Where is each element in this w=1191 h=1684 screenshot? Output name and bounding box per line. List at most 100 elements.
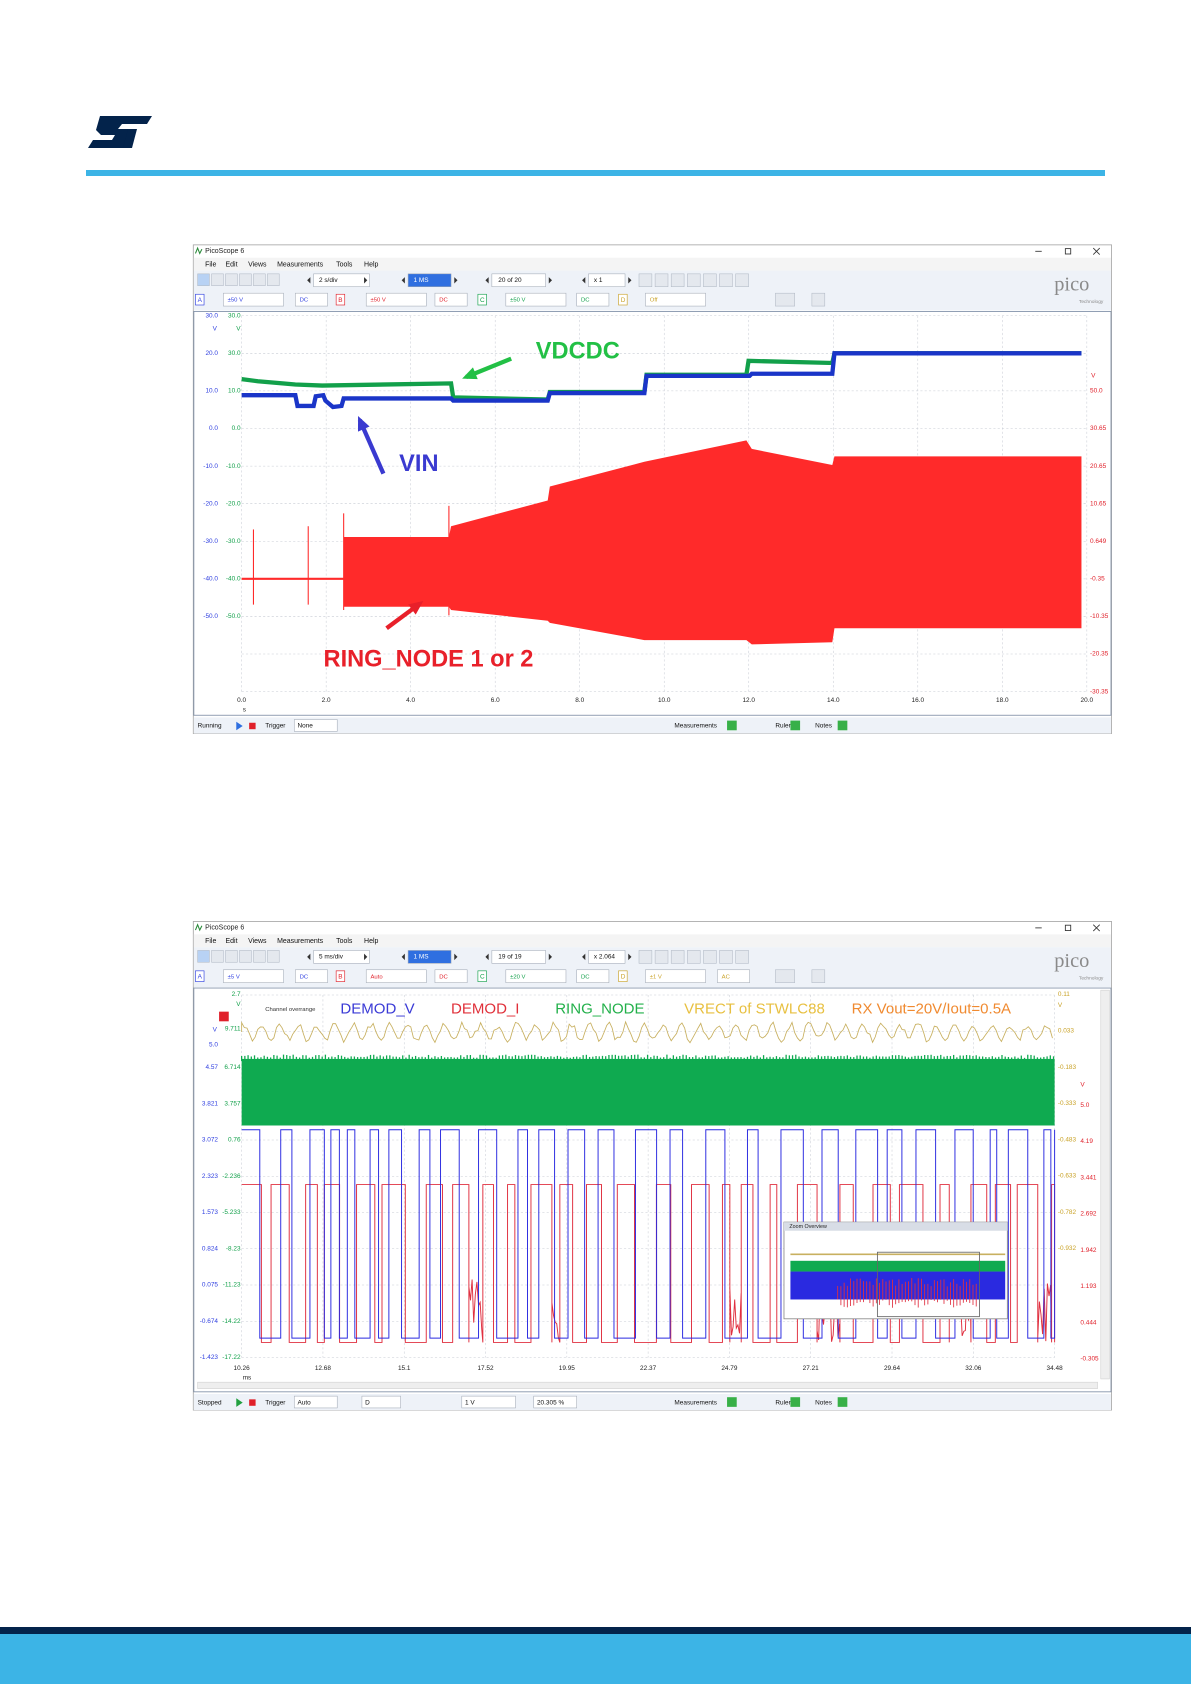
y-tick-label: -30.0 [226,538,241,545]
step-button [454,277,458,284]
step-button [485,277,489,284]
screenshot: PicoScope 6 File Edit Views Measurements Tool… [192,244,1112,734]
tool-button [253,273,266,286]
arrow-ring-node-head [408,600,424,615]
annotation-ring-node: RING_NODE 1 or 2 [324,647,534,673]
measurements-label: Measurements [674,1399,717,1406]
legend-overrange: Channel overrange [265,1007,316,1013]
dropdown [293,719,338,732]
channel-range: Auto [371,974,384,980]
trace-demod-i [241,1184,1056,1343]
step-button [307,277,311,284]
trigger-label: Trigger [265,1399,286,1406]
run-button [236,1398,243,1407]
status-button [727,1397,737,1407]
y-tick-label: 0.0 [232,425,241,432]
brand-name: pico [1054,273,1089,295]
zoom-overview-titlebar [783,1222,1008,1231]
y-tick-label: -5.233 [222,1209,241,1216]
y-tick-label: 0.075 [202,1282,219,1289]
step-button [307,953,311,961]
timebase: 5 ms/div [319,954,344,961]
tool-button [239,273,252,286]
window-title: PicoScope 6 [205,248,244,255]
tool-button [638,273,653,288]
x-tick-label: 29.64 [884,1365,901,1372]
y-tick-label: -14.22 [222,1318,241,1325]
y-tick-label: -20.35 [1090,651,1109,658]
y-unit: V [1091,373,1096,380]
dropdown [313,273,370,288]
y-header-label: 2.7 [232,991,241,998]
y-tick-label: -0.674 [200,1318,219,1325]
dropdown [505,292,567,307]
y-tick-label: 0.649 [1090,538,1107,545]
tool-button [670,273,685,288]
sample-count: 1 MS [413,277,428,284]
y-unit: V [1080,1081,1085,1088]
window-title: PicoScope 6 [205,925,244,932]
tool-button [211,950,224,963]
dropdown [313,950,370,964]
menu-item: Edit [226,262,238,269]
y-unit: V [236,1001,241,1008]
trace-ring-node [241,1058,1055,1126]
stop-button [249,1399,256,1406]
step-button [548,277,553,284]
channel-badge [195,970,205,982]
channel-name: C [480,973,485,980]
run-state: Running [198,723,222,730]
tool-button [211,273,224,286]
channel-range: ±50 V [510,298,525,304]
y-tick-label: 30.0 [228,350,241,357]
y-tick-label: -0.782 [1058,1209,1077,1216]
restore-button [1064,248,1072,255]
pre-trigger: 20.305 % [537,1399,564,1406]
tool-button [225,950,238,963]
menu-item: Views [248,262,267,269]
tool-button [225,273,238,286]
trigger-label: Trigger [265,723,286,730]
notes-label: Notes [815,1399,832,1406]
x-tick-label: 8.0 [575,697,584,704]
trigger-level: 1 V [465,1399,475,1406]
y-tick-label: -20.0 [226,500,241,507]
y-tick-label: 3.821 [202,1100,219,1107]
step-button [454,953,458,961]
menu-bar [193,934,1111,948]
y-tick-label: 2.692 [1080,1211,1097,1218]
channel-name: B [338,973,342,980]
x-tick-label: 2.0 [322,697,331,704]
logo-s [88,116,152,148]
step-button [401,953,405,961]
buffer-position: 19 of 19 [498,954,522,961]
tool-button [267,950,280,963]
status-button [790,720,801,731]
tool-button [654,273,669,288]
x-tick-label: 12.68 [315,1365,332,1372]
zoom-overview-selection [876,1251,980,1318]
x-tick-label: 24.79 [721,1365,738,1372]
step-button [548,953,553,961]
dropdown [645,292,706,307]
dropdown [361,1395,401,1409]
trace-ring-envelope [343,440,1082,645]
status-button [837,720,848,731]
rulers-label: Rulers [775,723,794,730]
channel-range: ±50 V [371,298,386,304]
legend-entry: RING_NODE [555,1000,644,1017]
y-tick-label: -2.236 [222,1173,241,1180]
y-tick-label: 3.441 [1080,1174,1097,1181]
y-tick-label: 10.0 [205,388,218,395]
y-tick-label: 1.942 [1080,1247,1097,1254]
annotation-vin: VIN [399,451,438,477]
menu-item: Measurements [277,262,324,269]
menu-item: Tools [336,938,353,945]
y-tick-label: 30.65 [1090,425,1107,432]
dropdown [645,969,706,983]
y-tick-label: -0.483 [1058,1136,1077,1143]
y-tick-label: -11.23 [223,1282,241,1289]
footer-strip [0,1627,1191,1634]
y-header-label: 9.711 [225,1026,241,1033]
